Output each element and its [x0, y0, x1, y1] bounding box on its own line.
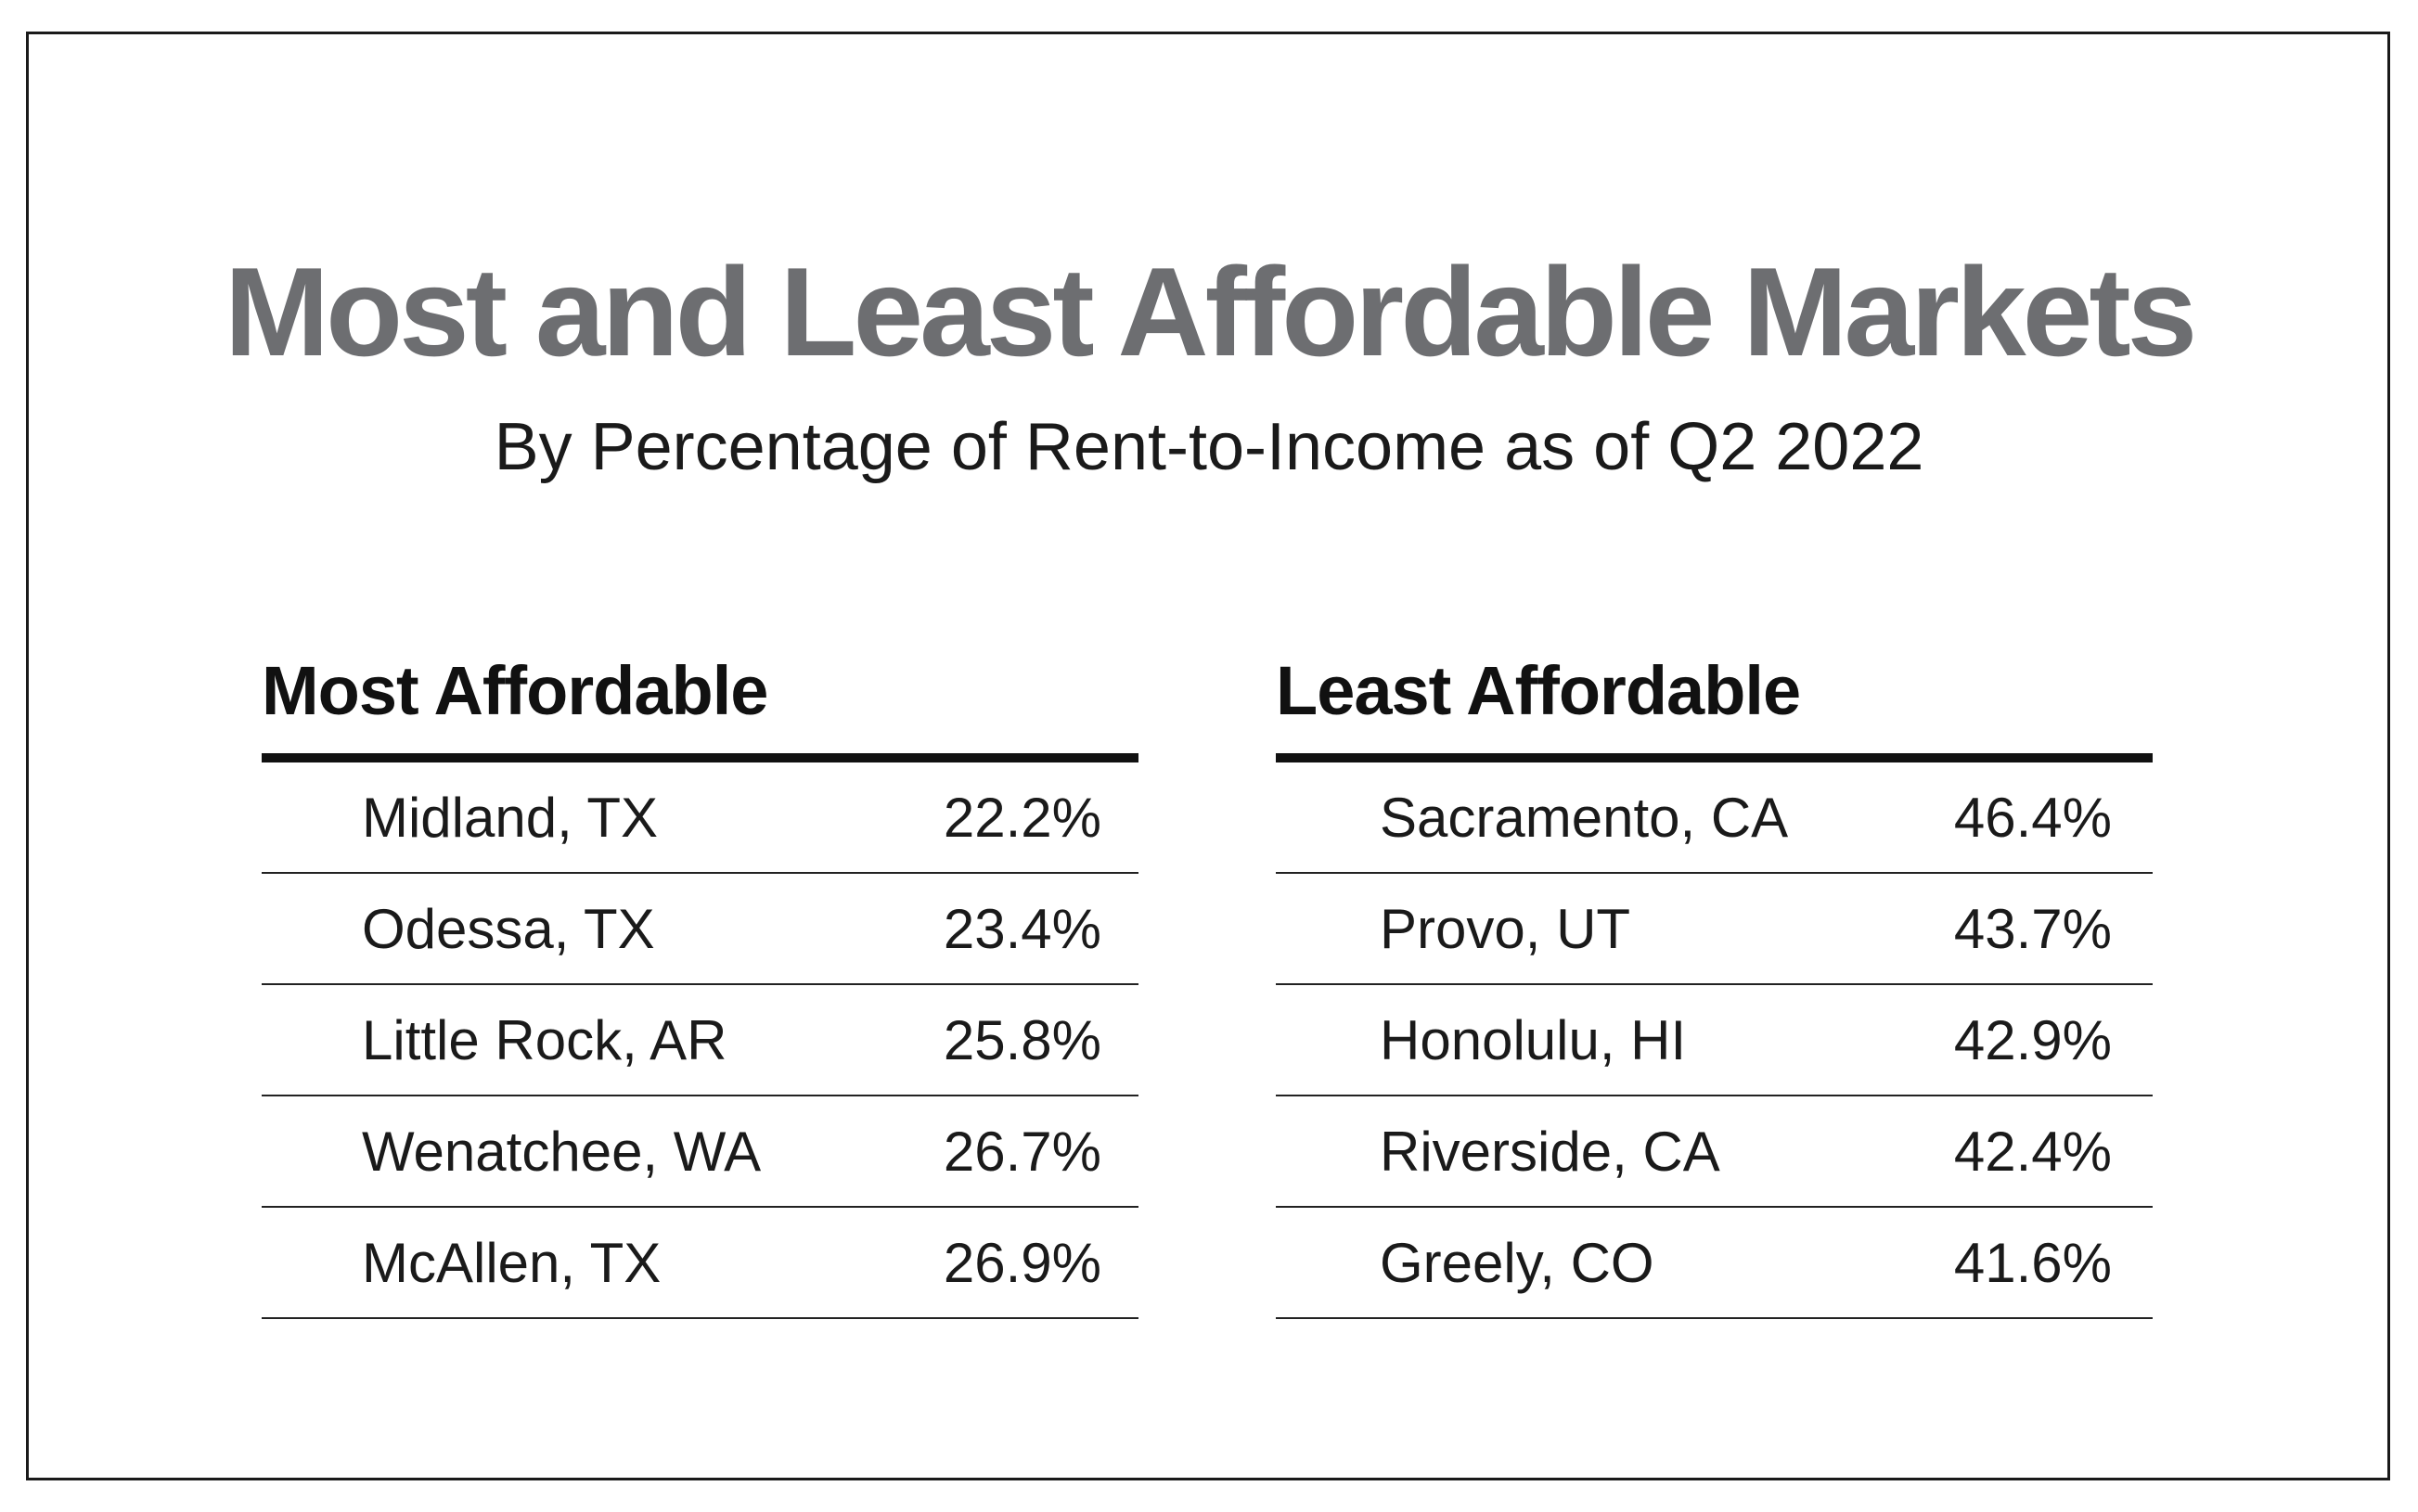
most-affordable-heading: Most Affordable	[262, 652, 768, 729]
rent-to-income-value: 26.9%	[943, 1232, 1101, 1294]
table-row: Provo, UT 43.7%	[1276, 874, 2153, 985]
least-affordable-heading: Least Affordable	[1276, 652, 1801, 729]
table-row: Little Rock, AR 25.8%	[262, 985, 1138, 1096]
market-name: Wenatchee, WA	[362, 1121, 762, 1183]
rent-to-income-value: 25.8%	[943, 1009, 1101, 1071]
most-affordable-table: Most Affordable Midland, TX 22.2% Odessa…	[262, 657, 1138, 1319]
table-row: McAllen, TX 26.9%	[262, 1208, 1138, 1319]
heading-rule	[262, 753, 1138, 762]
rent-to-income-value: 23.4%	[943, 898, 1101, 960]
market-name: Provo, UT	[1380, 898, 1631, 960]
rent-to-income-value: 22.2%	[943, 787, 1101, 849]
rent-to-income-value: 26.7%	[943, 1121, 1101, 1183]
table-row: Midland, TX 22.2%	[262, 762, 1138, 874]
table-row: Wenatchee, WA 26.7%	[262, 1096, 1138, 1208]
table-row: Riverside, CA 42.4%	[1276, 1096, 2153, 1208]
least-affordable-table: Least Affordable Sacramento, CA 46.4% Pr…	[1276, 657, 2153, 1319]
market-name: Sacramento, CA	[1380, 787, 1789, 849]
market-name: Greely, CO	[1380, 1232, 1654, 1294]
market-name: Odessa, TX	[362, 898, 655, 960]
rent-to-income-value: 46.4%	[1953, 787, 2112, 849]
rent-to-income-value: 42.4%	[1953, 1121, 2112, 1183]
table-row: Odessa, TX 23.4%	[262, 874, 1138, 985]
table-row: Honolulu, HI 42.9%	[1276, 985, 2153, 1096]
chart-subtitle: By Percentage of Rent-to-Income as of Q2…	[494, 410, 1924, 484]
market-name: Honolulu, HI	[1380, 1009, 1687, 1071]
market-name: McAllen, TX	[362, 1232, 662, 1294]
rent-to-income-value: 41.6%	[1953, 1232, 2112, 1294]
market-name: Midland, TX	[362, 787, 659, 849]
table-row: Sacramento, CA 46.4%	[1276, 762, 2153, 874]
chart-title: Most and Least Affordable Markets	[224, 241, 2198, 382]
heading-rule	[1276, 753, 2153, 762]
table-row: Greely, CO 41.6%	[1276, 1208, 2153, 1319]
rent-to-income-value: 42.9%	[1953, 1009, 2112, 1071]
market-name: Little Rock, AR	[362, 1009, 727, 1071]
figure-frame	[26, 32, 2390, 1480]
market-name: Riverside, CA	[1380, 1121, 1720, 1183]
rent-to-income-value: 43.7%	[1953, 898, 2112, 960]
